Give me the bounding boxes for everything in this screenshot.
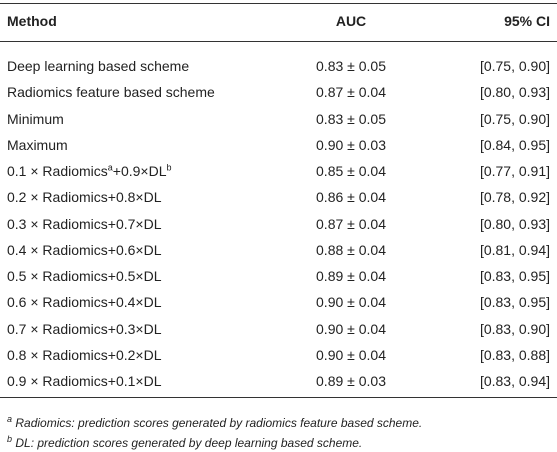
method-text: 0.3 × Radiomics+0.7×DL [7, 215, 162, 232]
ci-cell: [0.84, 0.95] [479, 136, 550, 153]
ci-cell: [0.81, 0.94] [479, 241, 550, 258]
method-text: 0.5 × Radiomics+0.5×DL [7, 268, 162, 284]
method-cell: 0.9 × Radiomics+0.1×DL [7, 372, 161, 390]
header-cell: 95% CI [504, 13, 550, 29]
method-text: 0.4 × Radiomics+0.6×DL [7, 241, 162, 258]
header-cell: AUC [335, 13, 367, 29]
method-cell: 0.3 × Radiomics+0.7×DL [7, 215, 161, 233]
method-cell: 0.4 × Radiomics+0.6×DL [7, 241, 161, 259]
method-cell: 0.2 × Radiomics+0.8×DL [7, 188, 161, 206]
auc-cell: 0.89 ± 0.04 [316, 268, 386, 284]
auc-cell: 0.86 ± 0.04 [316, 189, 386, 206]
method-cell: Deep learning based scheme [7, 57, 189, 75]
footnote-text: DL: prediction scores generated by deep … [15, 436, 363, 450]
method-text: Deep learning based scheme [7, 58, 190, 74]
auc-cell: 0.90 ± 0.04 [316, 294, 386, 311]
auc-cell: 0.87 ± 0.04 [316, 84, 386, 101]
header-rule [0, 41, 557, 42]
method-text: 0.6 × Radiomics+0.4×DL [7, 294, 162, 311]
method-text: 0.2 × Radiomics+0.8×DL [7, 189, 162, 206]
auc-cell: 0.87 ± 0.04 [316, 215, 386, 232]
method-cell: Minimum [7, 110, 64, 128]
ci-cell: [0.75, 0.90] [479, 58, 550, 74]
method-text: Maximum [7, 136, 68, 153]
ci-cell: [0.83, 0.94] [479, 373, 550, 389]
method-text: Minimum [7, 110, 64, 127]
ci-cell: [0.83, 0.90] [479, 320, 550, 337]
auc-cell: 0.89 ± 0.03 [316, 373, 386, 389]
method-cell: Radiomics feature based scheme [7, 83, 215, 101]
method-cell: 0.5 × Radiomics+0.5×DL [7, 267, 161, 285]
ci-cell: [0.80, 0.93] [479, 84, 550, 101]
auc-cell: 0.90 ± 0.04 [316, 320, 386, 337]
method-cell: 0.6 × Radiomics+0.4×DL [7, 293, 161, 311]
footnote-ref: a [107, 162, 113, 173]
ci-cell: [0.78, 0.92] [479, 189, 550, 206]
footnote-text: Radiomics: prediction scores generated b… [15, 416, 423, 430]
method-text: 0.9 × Radiomics+0.1×DL [7, 373, 162, 389]
footnote: a Radiomics: prediction scores generated… [7, 414, 423, 431]
method-text: 0.1 × Radiomics [7, 163, 108, 179]
ci-cell: [0.77, 0.91] [479, 163, 550, 179]
auc-cell: 0.90 ± 0.03 [316, 136, 386, 153]
method-text: 0.8 × Radiomics+0.2×DL [7, 346, 162, 363]
method-cell: 0.7 × Radiomics+0.3×DL [7, 320, 161, 338]
method-text: 0.7 × Radiomics+0.3×DL [7, 320, 162, 337]
ci-cell: [0.80, 0.93] [479, 215, 550, 232]
ci-cell: [0.75, 0.90] [479, 110, 550, 127]
method-text: Radiomics feature based scheme [7, 84, 215, 101]
top-rule [0, 3, 557, 4]
method-cell: 0.1 × Radiomicsa+0.9×DLb [7, 162, 172, 180]
auc-cell: 0.83 ± 0.05 [316, 110, 386, 127]
footnote: b DL: prediction scores generated by dee… [7, 434, 363, 451]
method-cell: Maximum [7, 136, 68, 154]
footnote-ref: b [166, 162, 172, 173]
auc-cell: 0.83 ± 0.05 [316, 58, 386, 74]
bottom-rule [0, 397, 557, 398]
footnote-mark: b [7, 434, 13, 444]
ci-cell: [0.83, 0.95] [479, 294, 550, 311]
ci-cell: [0.83, 0.88] [479, 346, 550, 363]
auc-cell: 0.90 ± 0.04 [316, 346, 386, 363]
auc-cell: 0.88 ± 0.04 [316, 241, 386, 258]
method-cell: 0.8 × Radiomics+0.2×DL [7, 346, 161, 364]
footnote-mark: a [7, 414, 13, 424]
auc-cell: 0.85 ± 0.04 [316, 163, 386, 179]
method-text: +0.9×DL [112, 163, 167, 179]
ci-cell: [0.83, 0.95] [479, 268, 550, 284]
header-cell: Method [7, 13, 57, 29]
